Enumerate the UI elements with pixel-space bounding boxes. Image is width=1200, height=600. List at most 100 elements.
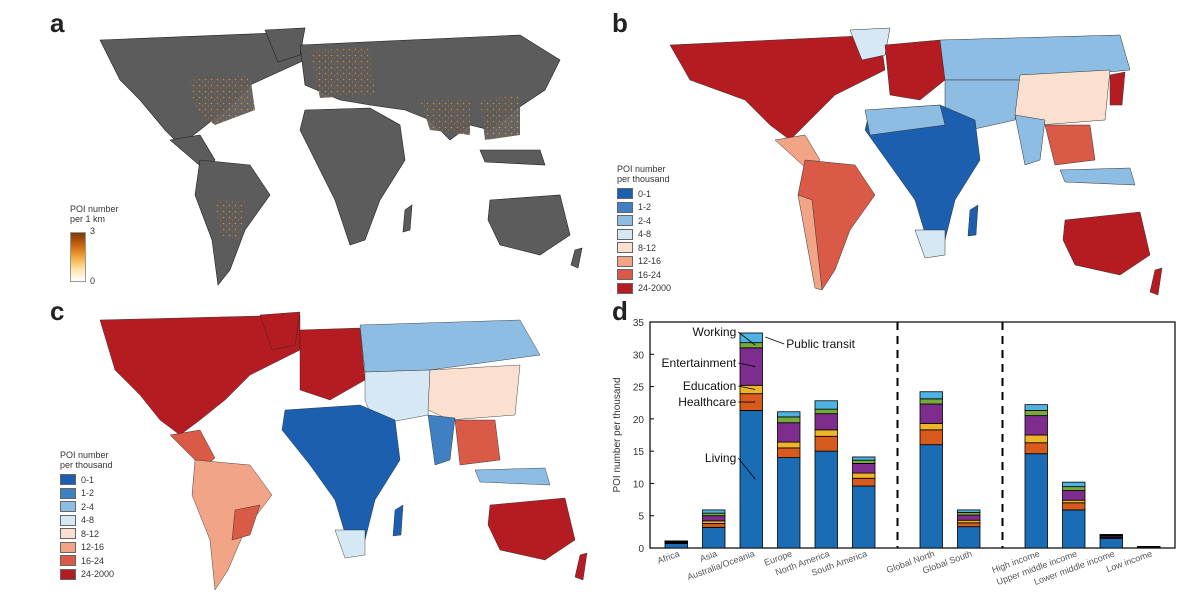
legend-b-item: 0-1 bbox=[617, 187, 671, 201]
bar-segment bbox=[1062, 509, 1086, 549]
bar-segment bbox=[739, 342, 763, 349]
bar-segment bbox=[777, 422, 801, 443]
region-c-russia bbox=[359, 319, 541, 373]
legend-b-item: 1-2 bbox=[617, 201, 671, 215]
legend-a-title-1: POI number bbox=[70, 204, 119, 214]
region-c-nz bbox=[574, 552, 588, 581]
bar-segment bbox=[919, 444, 943, 549]
region-c-madagascar bbox=[392, 504, 404, 537]
legend-b-label: 0-1 bbox=[638, 188, 652, 199]
region-c-brazil-south bbox=[231, 504, 261, 541]
bar-segment bbox=[1062, 490, 1086, 501]
bar-segment bbox=[777, 441, 801, 449]
annotation-label: Public transit bbox=[786, 337, 855, 351]
legend-c-item: 12-16 bbox=[60, 541, 114, 555]
bar-segment bbox=[957, 522, 981, 528]
region-c-indonesia bbox=[474, 467, 551, 486]
legend-b-label: 8-12 bbox=[638, 242, 657, 253]
region-se-asia bbox=[1044, 124, 1096, 166]
panel-c-map bbox=[99, 311, 588, 591]
bar-segment bbox=[739, 347, 763, 386]
legend-c-swatch bbox=[60, 528, 76, 540]
legend-a-title-2: per 1 km bbox=[70, 214, 106, 224]
annotation-leader bbox=[737, 457, 756, 480]
region-greenland bbox=[849, 27, 891, 61]
legend-c-swatch bbox=[60, 568, 76, 580]
legend-c-label: 8-12 bbox=[81, 528, 100, 539]
legend-a-max: 3 bbox=[90, 226, 96, 236]
bar-segment bbox=[702, 515, 726, 522]
region-c-central-america bbox=[169, 429, 216, 469]
region-chile bbox=[797, 194, 823, 291]
region-indonesia bbox=[1059, 167, 1136, 186]
bar-segment bbox=[1024, 434, 1048, 444]
legend-b-label: 4-8 bbox=[638, 229, 652, 240]
legend-c-item: 0-1 bbox=[60, 473, 114, 487]
legend-c-item: 24-2000 bbox=[60, 568, 114, 582]
region-madagascar bbox=[967, 204, 979, 237]
x-tick-label: Australia/Oceania bbox=[686, 548, 756, 582]
region-c-australia bbox=[487, 497, 576, 561]
legend-c-swatch bbox=[60, 501, 76, 513]
legend-b-swatch bbox=[617, 242, 633, 254]
y-axis-label: POI number per thousand bbox=[612, 377, 623, 492]
y-tick-label: 20 bbox=[633, 415, 645, 426]
panel-d-letter: d bbox=[612, 296, 628, 326]
legend-b-item: 4-8 bbox=[617, 228, 671, 242]
bar-segment bbox=[777, 447, 801, 459]
legend-c-item: 2-4 bbox=[60, 500, 114, 514]
bar-segment bbox=[852, 459, 876, 464]
bar-segment bbox=[852, 477, 876, 487]
legend-c-item: 1-2 bbox=[60, 487, 114, 501]
region-india bbox=[1014, 114, 1046, 166]
poi-density-overlay bbox=[190, 48, 520, 240]
legend-c-label: 12-16 bbox=[81, 542, 105, 553]
legend-c-rows: 0-1 1-2 2-4 4-8 8-12 12-16 16-24 24-2000 bbox=[60, 473, 114, 581]
legend-c-label: 24-2000 bbox=[81, 569, 115, 580]
bar-segment bbox=[919, 398, 943, 405]
bar-segment bbox=[919, 429, 943, 446]
region-c-se-asia bbox=[454, 419, 501, 466]
legend-b-label: 24-2000 bbox=[638, 283, 672, 294]
bar-segment bbox=[852, 485, 876, 549]
bar-segment bbox=[777, 411, 801, 418]
region-c-south-africa bbox=[334, 529, 366, 559]
bar-segment bbox=[814, 400, 838, 410]
panel-a-map bbox=[99, 27, 583, 286]
region-south-africa bbox=[914, 229, 946, 259]
panel-a-letter: a bbox=[50, 8, 65, 38]
legend-c-swatch bbox=[60, 555, 76, 567]
bar-segment bbox=[739, 332, 763, 344]
legend-b-item: 12-16 bbox=[617, 255, 671, 269]
bar-segment bbox=[814, 435, 838, 452]
bar-segment bbox=[852, 463, 876, 474]
legend-c-swatch bbox=[60, 541, 76, 553]
plot-frame bbox=[649, 321, 1176, 549]
choropleth-legend-c: POI number per thousand 0-1 1-2 2-4 4-8 8-12 1… bbox=[60, 450, 114, 581]
legend-a-min: 0 bbox=[90, 276, 96, 286]
region-north-america bbox=[669, 34, 886, 141]
region-c-china bbox=[427, 364, 521, 421]
panel-d-chart: 0 5 10 15 20 25 30 35 POI number per thousand Afr… bbox=[612, 318, 1176, 587]
bar-segment bbox=[1062, 502, 1086, 511]
legend-b-label: 1-2 bbox=[638, 202, 652, 213]
chart-bars bbox=[664, 332, 1161, 549]
region-c-south-america bbox=[191, 459, 273, 591]
legend-c-label: 1-2 bbox=[81, 488, 95, 499]
legend-c-label: 2-4 bbox=[81, 501, 95, 512]
region-europe bbox=[884, 39, 946, 101]
y-tick-label: 25 bbox=[633, 383, 645, 394]
y-tick-label: 5 bbox=[638, 512, 644, 523]
legend-b-title-2: per thousand bbox=[617, 174, 670, 184]
legend-c-item: 16-24 bbox=[60, 554, 114, 568]
bar-segment bbox=[702, 526, 726, 549]
annotation-leader bbox=[738, 331, 756, 346]
poi-gradient-bar bbox=[70, 232, 86, 282]
bar-segment bbox=[1062, 486, 1086, 491]
bar-segment bbox=[777, 416, 801, 424]
bar-segment bbox=[664, 543, 688, 549]
annotation-leader bbox=[738, 385, 756, 390]
legend-b-item: 24-2000 bbox=[617, 282, 671, 296]
bar-segment bbox=[1024, 442, 1048, 455]
bar-segment bbox=[1099, 534, 1123, 536]
